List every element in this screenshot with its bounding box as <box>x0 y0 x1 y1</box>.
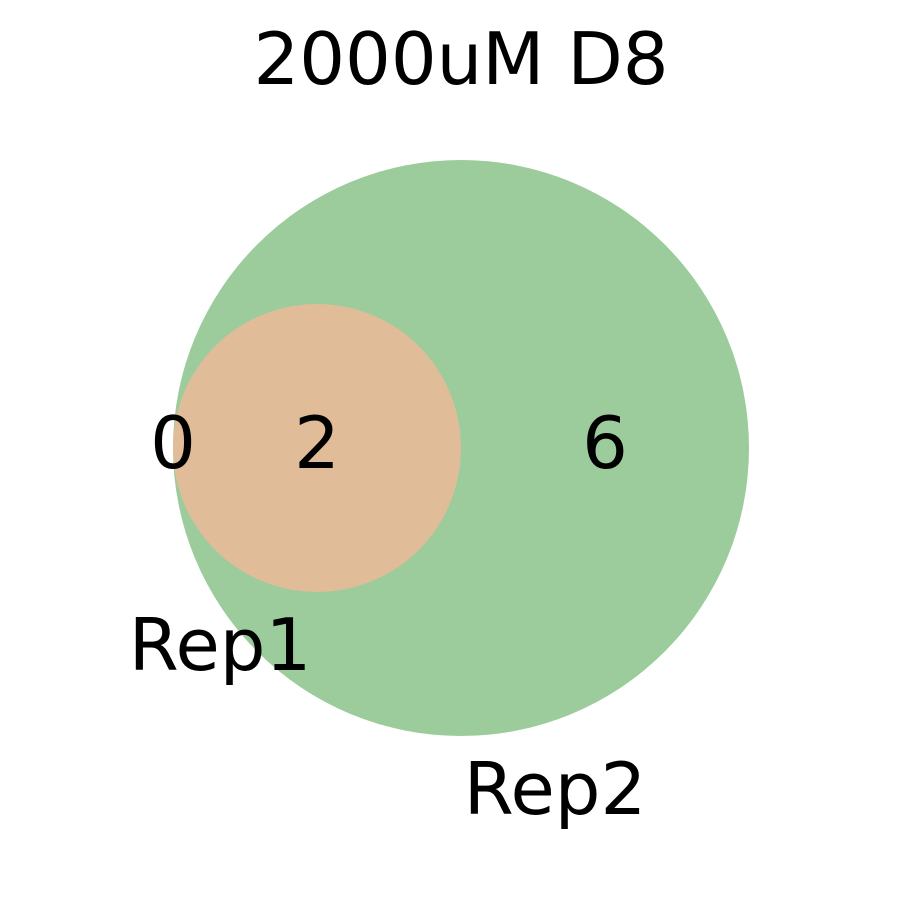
diagram-title: 2000uM D8 <box>253 17 668 101</box>
rep1-only-count: 0 <box>150 401 196 485</box>
intersection-count: 2 <box>294 401 340 485</box>
rep2-label: Rep2 <box>464 747 647 831</box>
rep1-label: Rep1 <box>129 603 312 687</box>
rep1-circle <box>173 304 461 592</box>
rep2-only-count: 6 <box>582 401 628 485</box>
